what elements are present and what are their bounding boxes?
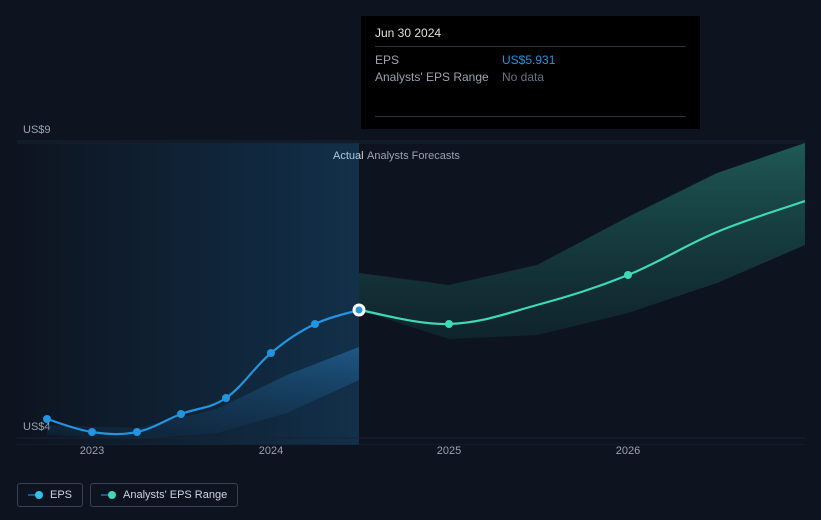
chart-plot-area[interactable]	[17, 125, 805, 445]
x-tick-label: 2024	[259, 445, 283, 457]
tooltip-row-eps: EPS US$5.931	[375, 53, 686, 67]
x-axis: 2023 2024 2025 2026	[17, 445, 805, 465]
x-tick-label: 2023	[80, 445, 104, 457]
divider	[375, 116, 686, 117]
tooltip-label: Analysts' EPS Range	[375, 70, 490, 84]
legend-label: Analysts' EPS Range	[123, 489, 227, 501]
tooltip-value-eps: US$5.931	[502, 53, 555, 67]
hover-tooltip: Jun 30 2024 EPS US$5.931 Analysts' EPS R…	[361, 16, 700, 129]
tooltip-label: EPS	[375, 53, 490, 67]
legend-swatch-icon	[28, 491, 43, 499]
legend-item-eps[interactable]: EPS	[17, 483, 83, 507]
tooltip-date: Jun 30 2024	[375, 26, 686, 40]
legend-label: EPS	[50, 489, 72, 501]
legend-item-range[interactable]: Analysts' EPS Range	[90, 483, 238, 507]
x-tick-label: 2025	[437, 445, 461, 457]
tooltip-row-range: Analysts' EPS Range No data	[375, 70, 686, 84]
legend-swatch-icon	[101, 491, 116, 499]
divider	[375, 46, 686, 47]
chart-svg	[17, 125, 805, 445]
tooltip-value-nodata: No data	[502, 70, 544, 84]
legend: EPS Analysts' EPS Range	[17, 483, 238, 507]
x-tick-label: 2026	[616, 445, 640, 457]
